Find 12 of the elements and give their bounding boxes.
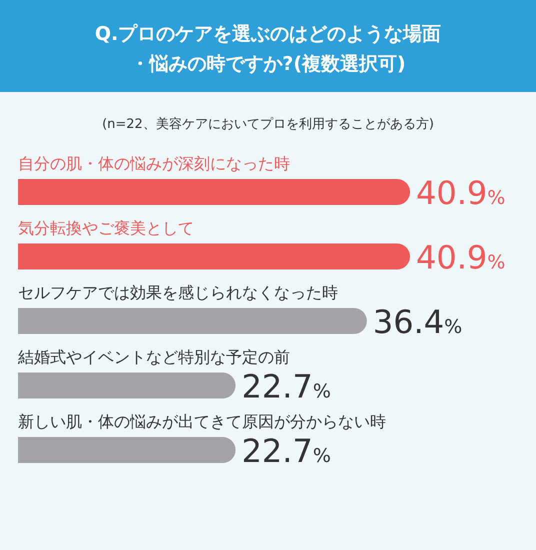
data-label: 22.7%: [242, 368, 331, 406]
chart-title: Q.プロのケアを選ぶのはどのような場面・悩みの時ですか?(複数選択可): [94, 23, 442, 75]
y-tick-label: 気分転換やご褒美として: [18, 218, 194, 238]
data-label: 22.7%: [242, 432, 331, 470]
data-label: 40.9%: [416, 174, 506, 212]
data-label: 40.9%: [416, 238, 506, 276]
y-tick-label: 自分の肌・体の悩みが深刻になった時: [18, 154, 290, 173]
y-tick-label: 新しい肌・体の悩みが出てきて原因が分からない時: [18, 412, 386, 431]
data-label: 36.4%: [372, 303, 462, 341]
y-tick-label: 結婚式やイベントなど特別な予定の前: [17, 348, 290, 366]
chart-subtitle: (n=22、美容ケアにおいてプロを利用することがある方): [102, 116, 434, 132]
y-tick-label: セルフケアでは効果を感じられなくなった時: [18, 283, 338, 302]
